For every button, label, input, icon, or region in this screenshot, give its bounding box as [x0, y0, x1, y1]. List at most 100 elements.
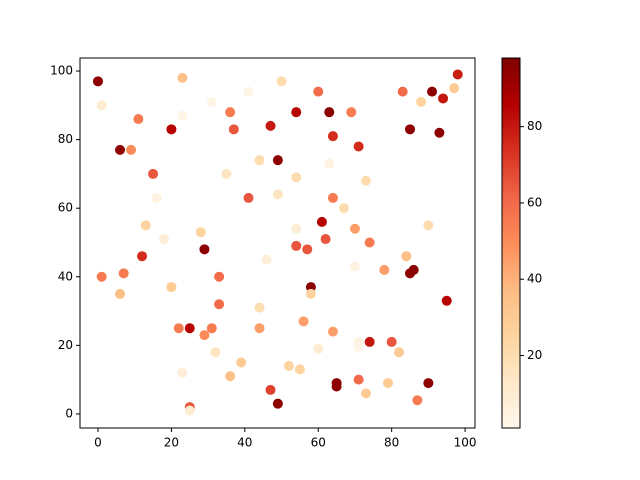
point: [294, 364, 305, 375]
point: [140, 220, 151, 231]
point: [360, 175, 371, 186]
point: [166, 124, 177, 135]
point: [349, 261, 360, 272]
point: [394, 347, 405, 358]
point: [327, 192, 338, 203]
plot-frame: [79, 57, 476, 429]
point: [302, 244, 313, 255]
x-tick-label: 0: [94, 436, 102, 450]
y-tick-label: 60: [58, 201, 73, 215]
point: [166, 282, 177, 293]
point: [177, 367, 188, 378]
point: [272, 189, 283, 200]
point: [452, 69, 463, 80]
y-tick-label: 80: [58, 132, 73, 146]
point: [92, 76, 103, 87]
point: [338, 203, 349, 214]
point: [236, 357, 247, 368]
point: [360, 388, 371, 399]
point: [199, 330, 210, 341]
point: [225, 371, 236, 382]
point: [364, 336, 375, 347]
point: [408, 264, 419, 275]
point: [324, 158, 335, 169]
y-tick-label: 100: [50, 64, 73, 78]
point: [261, 254, 272, 265]
point: [195, 227, 206, 238]
x-tick-label: 60: [311, 436, 326, 450]
point: [265, 120, 276, 131]
colorbar-tick-label: 40: [527, 272, 542, 286]
point: [243, 192, 254, 203]
x-tick-label: 20: [164, 436, 179, 450]
point: [177, 110, 188, 121]
point: [243, 86, 254, 97]
point: [254, 323, 265, 334]
point: [327, 326, 338, 337]
point: [449, 83, 460, 94]
point: [423, 378, 434, 389]
point: [214, 271, 225, 282]
point: [276, 76, 287, 87]
point: [320, 234, 331, 245]
point: [173, 323, 184, 334]
point: [96, 100, 107, 111]
point: [210, 347, 221, 358]
point: [316, 216, 327, 227]
point: [148, 168, 159, 179]
point: [199, 244, 210, 255]
point: [379, 264, 390, 275]
colorbar-tick-label: 60: [527, 195, 542, 209]
point: [272, 155, 283, 166]
point: [214, 299, 225, 310]
point: [313, 86, 324, 97]
y-tick-label: 40: [58, 269, 73, 283]
point: [133, 114, 144, 125]
x-tick-label: 100: [454, 436, 477, 450]
point: [177, 72, 188, 83]
point: [206, 323, 217, 334]
point: [331, 381, 342, 392]
x-tick-label: 40: [237, 436, 252, 450]
point: [412, 395, 423, 406]
point: [228, 124, 239, 135]
point: [206, 96, 217, 107]
colorbar-tick-label: 80: [527, 119, 542, 133]
point: [298, 316, 309, 327]
point: [254, 155, 265, 166]
point: [115, 288, 126, 299]
point: [159, 234, 170, 245]
point: [272, 398, 283, 409]
point: [364, 237, 375, 248]
point: [327, 131, 338, 142]
point: [405, 124, 416, 135]
point: [416, 96, 427, 107]
point: [305, 288, 316, 299]
point: [305, 282, 316, 293]
point: [427, 86, 438, 97]
point: [291, 107, 302, 118]
point: [434, 127, 445, 138]
colorbar-tick-label: 20: [527, 348, 542, 362]
point: [291, 172, 302, 183]
point: [265, 384, 276, 395]
point: [283, 360, 294, 371]
x-tick-label: 80: [384, 436, 399, 450]
point: [254, 302, 265, 313]
y-tick-label: 20: [58, 338, 73, 352]
point: [353, 141, 364, 152]
point: [118, 268, 129, 279]
point: [423, 220, 434, 231]
point: [115, 144, 126, 155]
point: [441, 295, 452, 306]
point: [291, 240, 302, 251]
point: [324, 107, 335, 118]
point: [151, 192, 162, 203]
point: [346, 107, 357, 118]
point: [96, 271, 107, 282]
y-tick-label: 0: [65, 406, 73, 420]
point: [184, 323, 195, 334]
point: [353, 342, 364, 353]
point: [137, 251, 148, 262]
